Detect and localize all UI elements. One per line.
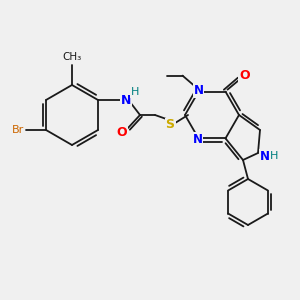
Text: Br: Br bbox=[12, 125, 24, 135]
Text: N: N bbox=[260, 149, 270, 163]
Text: CH₃: CH₃ bbox=[62, 52, 82, 62]
Text: N: N bbox=[194, 84, 203, 97]
Text: N: N bbox=[194, 84, 203, 97]
Text: H: H bbox=[270, 151, 278, 161]
Text: H: H bbox=[131, 87, 139, 97]
Text: N: N bbox=[121, 94, 131, 106]
Text: O: O bbox=[117, 125, 127, 139]
Text: N: N bbox=[193, 133, 202, 146]
Text: O: O bbox=[239, 69, 250, 82]
Text: S: S bbox=[166, 118, 175, 131]
Text: N: N bbox=[193, 133, 202, 146]
